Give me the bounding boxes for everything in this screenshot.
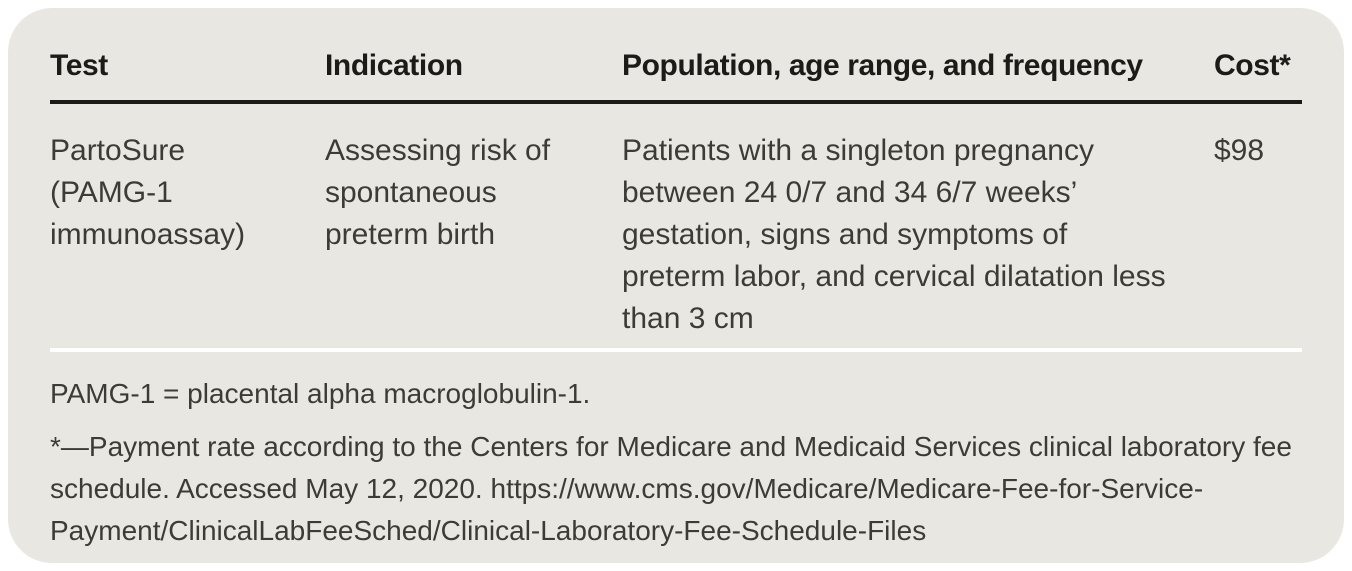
cell-cost: $98	[1214, 134, 1265, 167]
cell-indication: Assessing risk of spontaneous preterm bi…	[325, 134, 551, 251]
cell-test-name: PartoSure (PAMG-1 immunoassay)	[50, 134, 246, 251]
column-header-population: Population, age range, and frequency	[622, 48, 1214, 104]
footnote-divider	[50, 348, 1302, 352]
column-header-test: Test	[50, 48, 325, 104]
header-row: Test Indication Population, age range, a…	[50, 48, 1302, 104]
column-header-indication: Indication	[325, 48, 622, 104]
cell-population: Patients with a singleton pregnancy betw…	[622, 134, 1166, 335]
footnote-abbreviation: PAMG-1 = placental alpha macroglobulin-1…	[50, 378, 591, 409]
table-card: Test Indication Population, age range, a…	[8, 8, 1344, 563]
test-cost-table: Test Indication Population, age range, a…	[50, 48, 1302, 348]
table-row: PartoSure (PAMG-1 immunoassay) Assessing…	[50, 102, 1302, 348]
footnote-payment-source: *—Payment rate according to the Centers …	[50, 431, 1292, 546]
column-header-cost: Cost*	[1214, 48, 1302, 104]
